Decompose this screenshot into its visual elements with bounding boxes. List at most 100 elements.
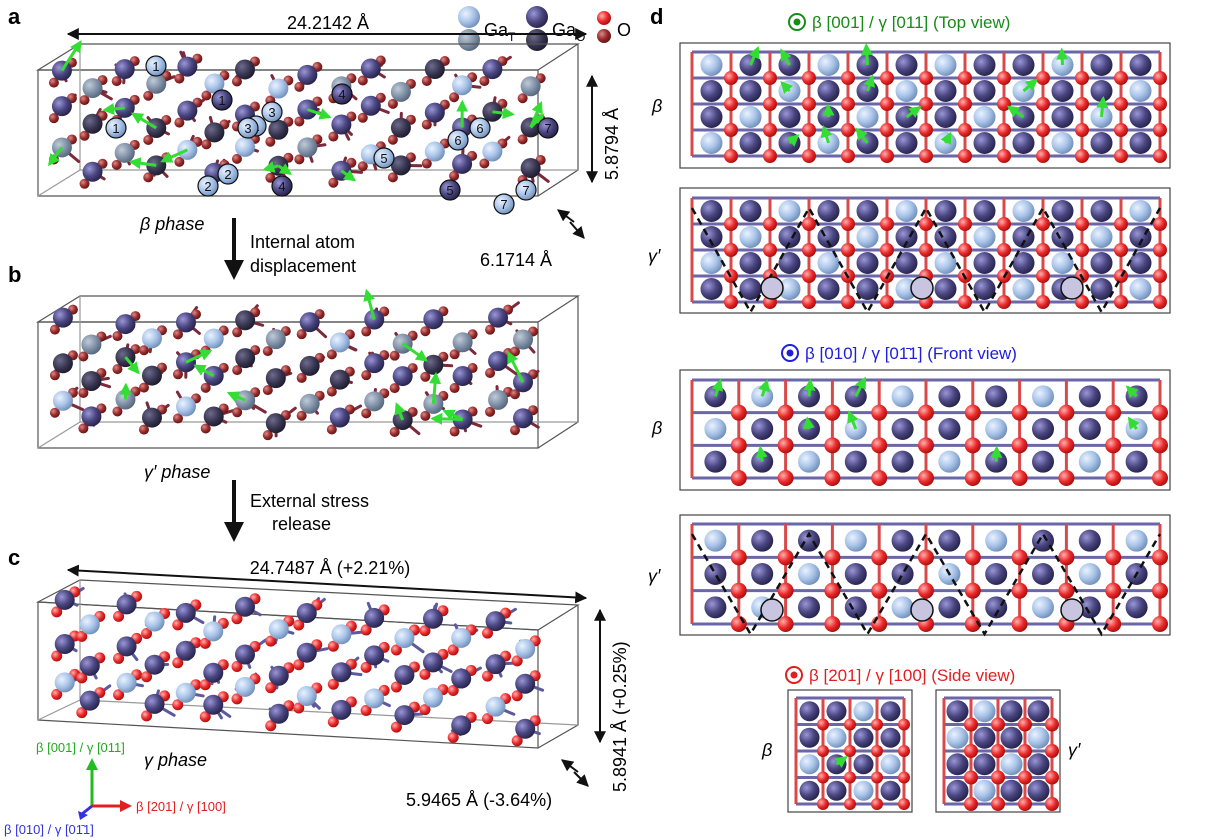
ga-octahedral-atom: [934, 200, 957, 222]
ga-octahedral-atom: [141, 365, 162, 386]
ga-octahedral-atom: [234, 59, 255, 80]
oxygen-atom: [871, 745, 883, 757]
ga-tetrahedral-atom: [482, 141, 503, 162]
oxygen-atom: [1075, 243, 1089, 257]
oxygen-atom: [48, 113, 59, 124]
oxygen-atom: [48, 77, 59, 88]
oxygen-atom: [1153, 269, 1167, 283]
oxygen-atom: [991, 770, 1005, 785]
oxygen-atom: [1114, 295, 1128, 309]
transition-arrow-1: Internal atom displacement: [224, 218, 356, 280]
axis-green-head: [86, 758, 98, 770]
oxygen-atom: [997, 295, 1011, 309]
oxygen-atom: [51, 688, 63, 700]
ga-octahedral-atom: [739, 80, 762, 102]
ga-tetrahedral-atom: [364, 688, 385, 709]
site-number: 1: [152, 59, 159, 74]
ga-octahedral-atom: [235, 348, 256, 369]
oxygen-atom: [511, 690, 523, 702]
ga-octahedral-atom: [452, 153, 473, 174]
ga-tetrahedral-atom: [234, 136, 255, 157]
ga-octahedral-atom: [1090, 278, 1113, 300]
ga-tetrahedral-atom: [853, 701, 874, 722]
oxygen-atom: [841, 123, 855, 137]
oxygen-atom: [265, 682, 277, 694]
oxygen-atom: [1011, 549, 1028, 566]
displacement-arrow: [492, 107, 515, 120]
oxygen-atom: [1075, 97, 1089, 111]
ga-tetrahedral-atom: [946, 726, 969, 749]
ga-octahedral-atom: [203, 694, 224, 715]
panel-b: γ′ phase: [35, 288, 581, 482]
ga-octahedral-atom: [175, 312, 196, 333]
oxygen-atom: [1105, 404, 1122, 421]
ga-octahedral-atom: [751, 529, 774, 552]
ga-octahedral-atom: [299, 355, 320, 376]
ga-tetrahedral-atom: [700, 252, 723, 274]
oxygen-atom: [844, 745, 856, 757]
oxygen-atom: [79, 178, 90, 189]
oxygen-atom: [1058, 404, 1075, 421]
panel-d: β [001] / γ [011] (Top view) β γ′ β [010…: [648, 13, 1171, 813]
ga-octahedral-atom: [485, 611, 506, 632]
top-view-symbol: [788, 13, 806, 31]
ga-tetrahedral-atom: [234, 676, 255, 697]
ga-octahedral-atom: [880, 780, 901, 801]
displacement-arrow: [1056, 47, 1069, 66]
displacement-arrow: [340, 169, 357, 182]
oxygen-atom: [1011, 616, 1028, 632]
displacement-arrow: [430, 412, 463, 425]
ga-octahedral-atom: [1051, 80, 1074, 102]
oxygen-atom: [111, 159, 122, 170]
oxygen-atom: [763, 149, 777, 163]
ga-octahedral-atom: [739, 252, 762, 274]
ga-octahedral-atom: [141, 407, 162, 428]
oxygen-atom: [479, 76, 490, 87]
ga-tetrahedral-atom: [1090, 226, 1113, 248]
ga-octahedral-atom: [938, 418, 961, 440]
oxygen-atom: [724, 123, 738, 137]
oxygen-atom: [724, 71, 738, 85]
ga-octahedral-atom: [299, 312, 320, 333]
legend-ga-o-dark: [526, 29, 548, 51]
top-view-gamma-box: [679, 187, 1171, 314]
oxygen-atom: [777, 404, 794, 421]
oxygen-atom: [802, 149, 816, 163]
oxygen-atom: [871, 771, 883, 784]
oxygen-atom: [328, 177, 339, 188]
oxygen-atom: [880, 97, 894, 111]
ga-tetrahedral-atom: [329, 332, 350, 353]
ga-tetrahedral-atom: [390, 81, 411, 102]
oxygen-atom: [1153, 149, 1167, 163]
ga-tetrahedral-atom: [1051, 252, 1074, 274]
oxygen-atom: [49, 324, 60, 335]
height-label-a: 5.8794 Å: [602, 108, 622, 180]
ga-tetrahedral-atom: [452, 332, 473, 353]
ga-octahedral-atom: [1090, 252, 1113, 274]
oxygen-atom: [421, 158, 432, 169]
oxygen-atom: [763, 97, 777, 111]
oxygen-atom: [420, 326, 431, 337]
oxygen-atom: [724, 217, 738, 231]
oxygen-atom: [293, 659, 305, 671]
oxygen-atom: [327, 678, 339, 690]
ga-octahedral-atom: [51, 96, 72, 117]
oxygen-atom: [199, 711, 211, 723]
ga-octahedral-atom: [1000, 700, 1023, 723]
site-number: 7: [522, 183, 529, 198]
depth-arrow-a: [557, 209, 575, 223]
ga-octahedral-atom: [1078, 418, 1101, 440]
oxygen-atom: [777, 582, 794, 599]
oxygen-atom: [918, 404, 934, 421]
ga-octahedral-atom: [1129, 54, 1152, 76]
oxygen-atom: [357, 112, 368, 123]
site-marker: [515, 179, 537, 201]
oxygen-atom: [919, 97, 933, 111]
oxygen-atom: [265, 172, 276, 183]
oxygen-atom: [919, 123, 933, 137]
site-marker: [493, 193, 515, 215]
displacement-arrow: [124, 356, 140, 375]
ga-tetrahedral-atom: [799, 754, 820, 775]
oxygen-atom: [841, 295, 855, 309]
site-marker: [237, 117, 259, 139]
